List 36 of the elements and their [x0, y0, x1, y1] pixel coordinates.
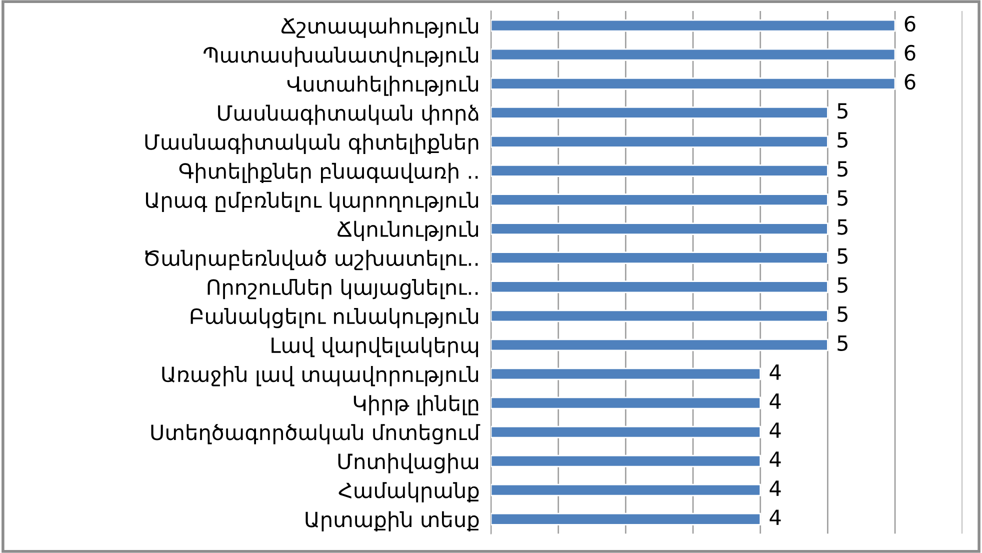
data-label: 5 [838, 161, 848, 177]
data-label: 4 [770, 422, 781, 438]
data-label: 4 [770, 452, 781, 467]
y-tick-label: Առաջին լավ տպավորություն [162, 366, 478, 386]
y-tick-label: Բանակցելու ունակություն [190, 308, 478, 328]
y-tick-label: Լավ վարվելակերպ [272, 337, 478, 358]
y-tick-label: Մասնագիտական գիտելիքներ [145, 134, 478, 154]
y-tick-label: Վստահելիություն [287, 76, 478, 96]
y-tick-label: Ճշտապահություն [281, 18, 478, 38]
y-tick-label: Պատասխանատվություն [204, 46, 478, 67]
data-label: 6 [904, 74, 916, 90]
y-tick-label: Մոտիվացիա [338, 453, 478, 474]
y-tick-label: Որոշումներ կայացնելու.. [208, 278, 478, 300]
data-label: 5 [838, 248, 848, 264]
data-label: 5 [838, 219, 848, 235]
data-label: 6 [904, 44, 916, 61]
data-label: 5 [838, 190, 848, 206]
y-tick-label: Արագ ըմբռնելու կարողություն [146, 192, 478, 212]
y-tick-label: Ճկունություն [338, 220, 478, 242]
y-tick-label: Մասնագիտական փորձ [218, 104, 478, 125]
y-tick-label: Համակրանք [338, 482, 479, 502]
y-tick-label: Կիրթ լինելը [354, 395, 478, 416]
data-label: 6 [904, 16, 916, 32]
y-tick-label: Ծանրաբեռնված աշխատելու.. [145, 250, 478, 270]
data-label: 5 [838, 277, 848, 293]
data-label: 4 [770, 364, 781, 380]
data-label: 4 [770, 480, 781, 496]
data-label: 5 [838, 306, 848, 322]
data-label: 4 [770, 394, 781, 409]
data-label: 5 [838, 103, 848, 119]
y-tick-label: Ստեղծագործական մոտեցում [151, 424, 480, 444]
data-label: 5 [838, 132, 848, 148]
data-label: 4 [770, 510, 781, 525]
data-label: 5 [838, 335, 848, 351]
y-tick-label: Գիտելիքներ բնագավառի .. [179, 162, 478, 183]
y-tick-label: Արտաքին տեսք [306, 511, 479, 532]
